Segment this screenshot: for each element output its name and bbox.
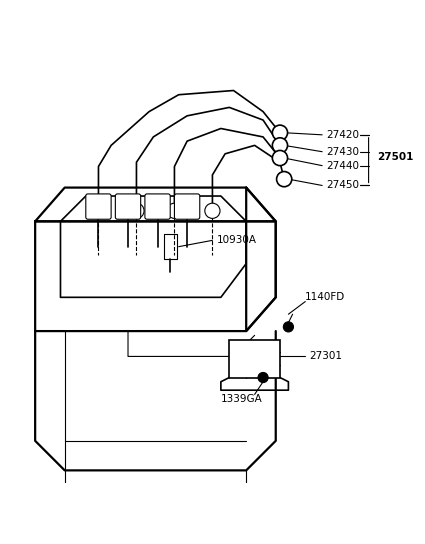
Circle shape xyxy=(272,138,288,153)
FancyBboxPatch shape xyxy=(174,194,200,219)
Text: 27501: 27501 xyxy=(377,152,414,162)
Text: 1140FD: 1140FD xyxy=(305,292,346,302)
FancyBboxPatch shape xyxy=(86,194,111,219)
Text: 10930A: 10930A xyxy=(217,236,257,245)
Text: 1339GA: 1339GA xyxy=(221,394,263,404)
Circle shape xyxy=(167,203,182,218)
Circle shape xyxy=(129,203,144,218)
Text: 27301: 27301 xyxy=(309,351,343,361)
Text: 27420: 27420 xyxy=(326,130,360,140)
Circle shape xyxy=(205,203,220,218)
FancyBboxPatch shape xyxy=(230,339,280,378)
FancyBboxPatch shape xyxy=(115,194,141,219)
Text: 27440: 27440 xyxy=(326,160,360,171)
Text: 27450: 27450 xyxy=(326,181,360,190)
Circle shape xyxy=(277,171,292,187)
Circle shape xyxy=(91,203,106,218)
Circle shape xyxy=(272,151,288,165)
Text: 27430: 27430 xyxy=(326,147,360,157)
Circle shape xyxy=(272,125,288,140)
Circle shape xyxy=(258,373,268,382)
Circle shape xyxy=(283,322,294,332)
FancyBboxPatch shape xyxy=(145,194,170,219)
